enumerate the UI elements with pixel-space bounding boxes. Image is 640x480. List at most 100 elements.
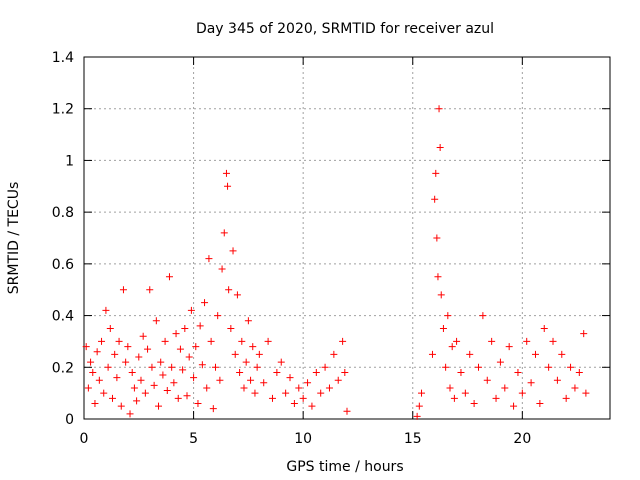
data-point (448, 343, 456, 351)
data-point (582, 389, 590, 397)
data-point (255, 350, 263, 358)
data-point (179, 366, 187, 374)
data-point (185, 353, 193, 361)
data-point (439, 325, 447, 332)
data-point (531, 350, 539, 358)
data-point (124, 343, 132, 351)
data-point (115, 337, 123, 345)
data-point (222, 169, 230, 177)
data-point (181, 325, 189, 332)
data-point (89, 368, 97, 376)
data-point (312, 368, 320, 376)
data-point (434, 273, 442, 281)
data-point (299, 394, 307, 402)
data-point (152, 317, 160, 325)
data-point (135, 353, 143, 361)
data-point (432, 169, 440, 177)
x-tick-label: 10 (294, 431, 312, 447)
y-tick-labels: 0 0.2 0.4 0.6 0.8 1 1.2 1.4 (52, 50, 74, 428)
data-point (231, 350, 239, 358)
data-point (227, 325, 235, 332)
data-point (527, 379, 535, 387)
y-tick-label: 0.6 (52, 257, 74, 273)
data-point (282, 389, 290, 397)
data-point (165, 273, 173, 281)
data-point (496, 358, 504, 366)
data-point (413, 412, 421, 420)
data-point (341, 368, 349, 376)
data-point (205, 255, 213, 263)
data-point (435, 105, 443, 113)
data-point (238, 337, 246, 345)
data-point (446, 384, 454, 392)
data-point (106, 325, 114, 332)
data-point (220, 229, 228, 237)
data-point (93, 348, 101, 356)
data-point (483, 376, 491, 384)
data-point (253, 363, 261, 371)
data-point (304, 379, 312, 387)
data-point (437, 291, 445, 299)
data-point (141, 389, 149, 397)
data-point (461, 389, 469, 397)
data-point (545, 363, 553, 371)
x-axis-label: GPS time / hours (286, 459, 403, 475)
data-point (418, 389, 426, 397)
data-point (91, 399, 99, 407)
data-point (218, 265, 226, 273)
data-point (505, 343, 513, 351)
data-point (453, 337, 461, 345)
data-point (84, 384, 92, 392)
x-tick-label: 15 (404, 431, 422, 447)
data-point (224, 182, 232, 190)
data-point (100, 389, 108, 397)
data-point (102, 306, 110, 314)
data-point (567, 363, 575, 371)
data-point (450, 394, 458, 402)
data-point (514, 368, 522, 376)
data-point (470, 399, 478, 407)
data-point (126, 410, 134, 418)
data-point (247, 376, 255, 384)
data-point (444, 312, 452, 320)
y-tick-label: 1.4 (52, 50, 74, 66)
data-point (553, 376, 561, 384)
data-point (339, 337, 347, 345)
data-point (203, 384, 211, 392)
data-point (428, 350, 436, 358)
data-point (510, 402, 518, 410)
data-point (501, 384, 509, 392)
data-point (264, 337, 272, 345)
data-point (146, 286, 154, 294)
data-point (540, 325, 548, 332)
grid (84, 57, 610, 419)
data-point (214, 312, 222, 320)
data-point (580, 330, 588, 338)
data-point (122, 358, 130, 366)
data-point (317, 389, 325, 397)
data-point (308, 402, 316, 410)
data-point (157, 358, 165, 366)
data-point (492, 394, 500, 402)
data-point (212, 363, 219, 371)
data-point (82, 343, 90, 351)
data-point (108, 394, 116, 402)
data-point (139, 332, 147, 340)
data-point (268, 394, 276, 402)
data-point (148, 363, 156, 371)
data-point (330, 350, 338, 358)
data-point (163, 387, 171, 395)
data-point (240, 384, 248, 392)
data-point (170, 379, 178, 387)
data-point (457, 368, 465, 376)
y-tick-label: 0.8 (52, 205, 74, 221)
data-point (562, 394, 570, 402)
data-point (236, 368, 244, 376)
data-point (523, 337, 531, 345)
x-tick-label: 5 (189, 431, 198, 447)
data-point (128, 368, 136, 376)
y-tick-label: 0.2 (52, 360, 74, 376)
data-point (198, 361, 206, 369)
data-points (82, 105, 590, 420)
